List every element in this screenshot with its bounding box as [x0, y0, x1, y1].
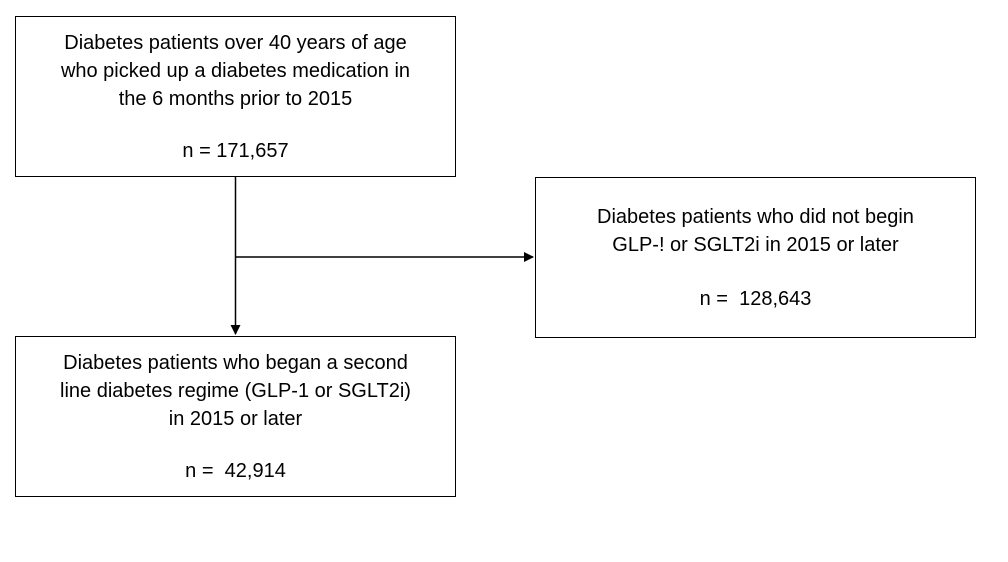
node-bottom-description: Diabetes patients who began a second lin…	[60, 351, 411, 430]
node-bottom-count: n = 42,914	[185, 459, 286, 482]
node-top-count: n = 171,657	[182, 139, 289, 162]
node-right-count: n = 128,643	[699, 287, 812, 310]
node-top: Diabetes patients over 40 years of age w…	[15, 16, 456, 177]
node-right: Diabetes patients who did not begin GLP-…	[535, 177, 976, 338]
node-top-description: Diabetes patients over 40 years of age w…	[60, 31, 411, 110]
node-bottom: Diabetes patients who began a second lin…	[15, 336, 456, 497]
node-right-description: Diabetes patients who did not begin GLP-…	[597, 205, 914, 256]
